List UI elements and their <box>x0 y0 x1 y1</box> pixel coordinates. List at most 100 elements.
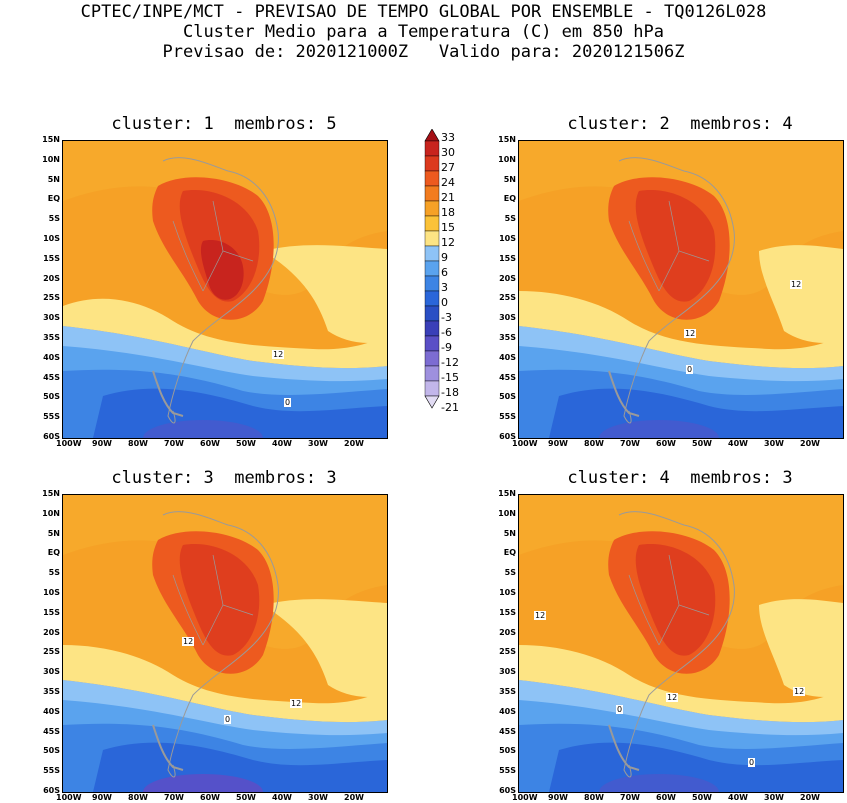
longitude-label: 80W <box>128 439 148 448</box>
latitude-label: 5N <box>47 528 60 538</box>
latitude-label: 35S <box>43 687 60 696</box>
latitude-label: 55S <box>43 412 60 422</box>
latitude-label: 20S <box>499 273 516 283</box>
latitude-label: 10S <box>499 234 516 243</box>
temperature-map-2 <box>518 140 844 439</box>
latitude-label: 45S <box>43 372 60 382</box>
longitude-label: 20W <box>344 439 364 448</box>
longitude-label: 50W <box>236 439 256 448</box>
colorbar-level-label: 30 <box>441 146 455 159</box>
latitude-label: 5S <box>48 214 60 224</box>
latitude-label: 20S <box>499 627 516 637</box>
latitude-label: EQ <box>503 194 516 204</box>
longitude-label: 70W <box>620 793 640 802</box>
contour-label: 12 <box>666 693 679 702</box>
panel-title-4: cluster: 4 membros: 3 <box>567 468 793 488</box>
latitude-label: 20S <box>43 273 60 283</box>
header-line-1: CPTEC/INPE/MCT - PREVISAO DE TEMPO GLOBA… <box>80 2 767 22</box>
latitude-label: 10N <box>42 508 60 518</box>
latitude-label: 40S <box>499 706 516 716</box>
colorbar-level-label: -15 <box>441 371 459 384</box>
colorbar-level-label: -6 <box>441 326 452 339</box>
latitude-label: 35S <box>499 333 516 342</box>
panel-title-1: cluster: 1 membros: 5 <box>111 114 337 134</box>
latitude-label: 5S <box>504 568 516 578</box>
longitude-label: 30W <box>308 793 328 802</box>
latitude-label: 50S <box>499 746 516 756</box>
contour-label: 12 <box>182 637 195 646</box>
longitude-label: 90W <box>92 793 112 802</box>
colorbar-level-label: 24 <box>441 176 455 189</box>
longitude-label: 60W <box>200 439 220 448</box>
latitude-label: 15S <box>43 607 60 617</box>
latitude-label: 15N <box>498 489 516 498</box>
latitude-label: 5N <box>503 528 516 538</box>
longitude-label: 80W <box>128 793 148 802</box>
panel-title-3: cluster: 3 membros: 3 <box>111 468 337 488</box>
latitude-label: 55S <box>43 766 60 776</box>
latitude-label: 60S <box>43 432 60 441</box>
latitude-label: 55S <box>499 412 516 422</box>
longitude-label: 30W <box>764 439 784 448</box>
latitude-label: 30S <box>43 313 60 323</box>
contour-label: 0 <box>284 398 292 407</box>
latitude-label: 55S <box>499 766 516 776</box>
colorbar-level-label: -9 <box>441 341 452 354</box>
latitude-label: 45S <box>499 726 516 736</box>
latitude-label: 10S <box>499 588 516 597</box>
latitude-label: 30S <box>499 313 516 323</box>
header-line-3: Previsao de: 2020121000Z Valido para: 20… <box>162 42 685 62</box>
latitude-label: 10N <box>42 154 60 164</box>
contour-label: 0 <box>748 758 756 767</box>
latitude-label: 40S <box>43 352 60 362</box>
latitude-label: 10S <box>43 234 60 243</box>
colorbar-level-label: 0 <box>441 296 448 309</box>
latitude-label: 15S <box>499 607 516 617</box>
colorbar-level-label: 3 <box>441 281 448 294</box>
colorbar-level-label: 27 <box>441 161 455 174</box>
longitude-label: 60W <box>656 439 676 448</box>
longitude-label: 20W <box>800 439 820 448</box>
latitude-label: EQ <box>47 194 60 204</box>
latitude-label: 5N <box>503 174 516 184</box>
longitude-label: 70W <box>164 439 184 448</box>
latitude-label: 10S <box>43 588 60 597</box>
latitude-label: 50S <box>499 392 516 402</box>
contour-label: 12 <box>790 280 803 289</box>
latitude-label: 30S <box>499 667 516 677</box>
colorbar-level-label: 6 <box>441 266 448 279</box>
longitude-label: 40W <box>272 439 292 448</box>
longitude-label: 50W <box>692 439 712 448</box>
colorbar-level-label: -12 <box>441 356 459 369</box>
latitude-label: 10N <box>498 154 516 164</box>
longitude-label: 50W <box>236 793 256 802</box>
colorbar-level-label: -3 <box>441 311 452 324</box>
longitude-label: 90W <box>92 439 112 448</box>
contour-label: 0 <box>224 715 232 724</box>
longitude-label: 70W <box>620 439 640 448</box>
longitude-label: 30W <box>764 793 784 802</box>
latitude-label: 15N <box>42 135 60 144</box>
colorbar-level-label: 18 <box>441 206 455 219</box>
latitude-label: 15S <box>43 253 60 263</box>
panel-title-2: cluster: 2 membros: 4 <box>567 114 793 134</box>
contour-label: 0 <box>686 365 694 374</box>
longitude-label: 40W <box>272 793 292 802</box>
temperature-map-1 <box>62 140 388 439</box>
contour-label: 12 <box>684 329 697 338</box>
longitude-label: 100W <box>56 793 82 802</box>
longitude-label: 100W <box>512 793 538 802</box>
latitude-label: 40S <box>499 352 516 362</box>
colorbar-level-label: -21 <box>441 401 459 414</box>
latitude-label: 20S <box>43 627 60 637</box>
longitude-label: 60W <box>200 793 220 802</box>
latitude-label: 10N <box>498 508 516 518</box>
colorbar-level-label: 15 <box>441 221 455 234</box>
latitude-label: 5S <box>504 214 516 224</box>
latitude-label: 45S <box>499 372 516 382</box>
contour-label: 0 <box>616 705 624 714</box>
colorbar-level-label: 9 <box>441 251 448 264</box>
latitude-label: 5S <box>48 568 60 578</box>
colorbar-level-label: 33 <box>441 131 455 144</box>
colorbar-level-label: -18 <box>441 386 459 399</box>
